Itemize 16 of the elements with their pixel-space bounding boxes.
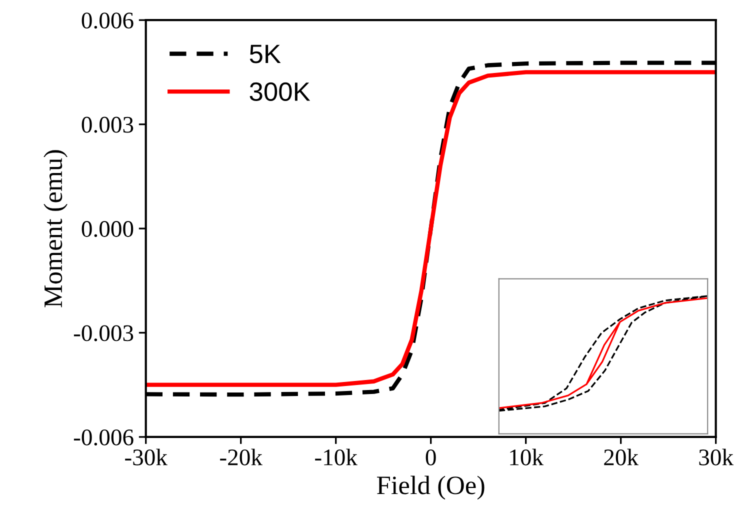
x-tick-label: 20k	[604, 448, 639, 466]
y-tick-label: 0.000	[82, 221, 134, 238]
x-tick-label: -20k	[220, 448, 262, 466]
y-tick-label: 0.003	[82, 116, 134, 133]
y-tick-label: 0.006	[82, 12, 134, 29]
y-tick-label: -0.006	[74, 429, 134, 446]
x-axis-title: Field (Oe)	[377, 476, 484, 500]
x-tick-label: 10k	[510, 448, 544, 466]
x-tick-label: 30k	[699, 448, 734, 466]
x-tick-label: 0	[426, 449, 436, 466]
y-axis-title: Moment (emu)	[44, 150, 68, 308]
legend-label: 300K	[250, 82, 310, 102]
y-tick-label: -0.003	[74, 325, 134, 342]
x-tick-label: -30k	[125, 448, 168, 466]
legend-label: 5K	[250, 44, 281, 64]
x-tick-label: -10k	[315, 448, 358, 466]
